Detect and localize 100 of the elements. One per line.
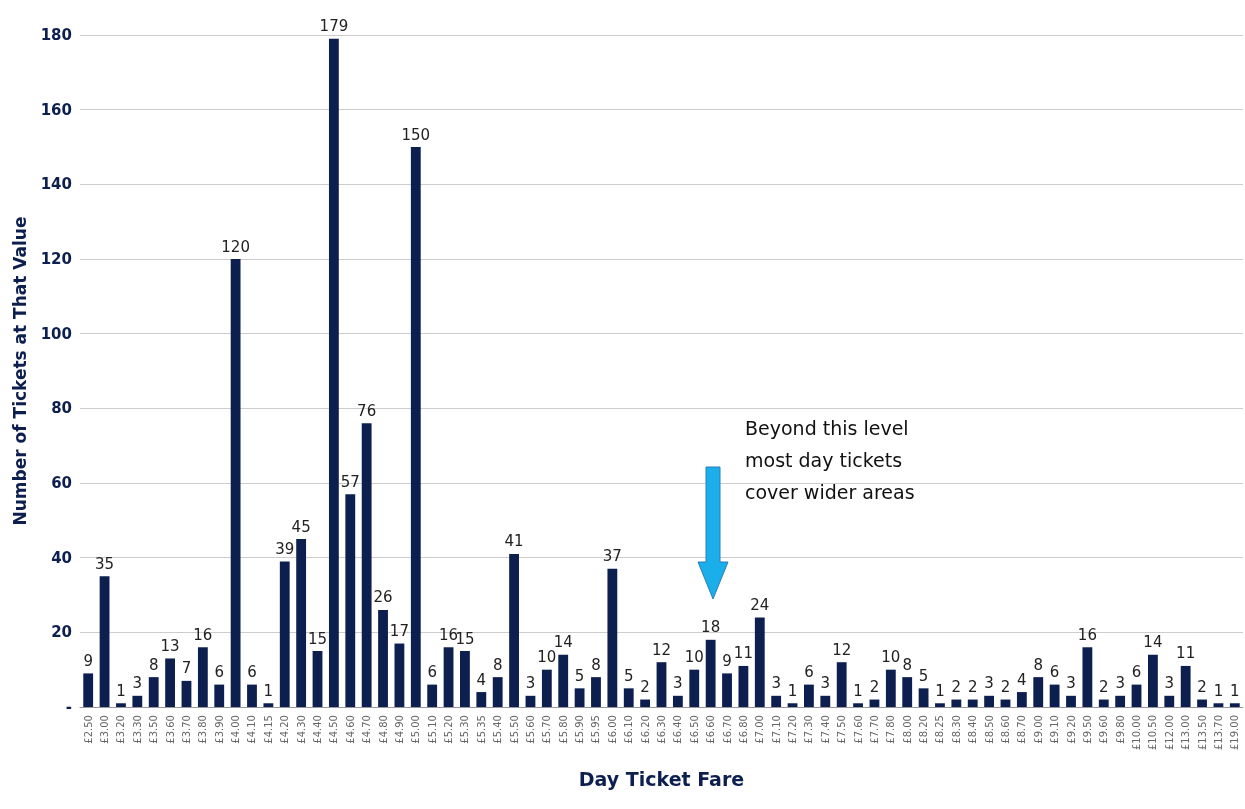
bar	[722, 673, 732, 707]
bar	[378, 609, 388, 707]
data-label: 12	[651, 640, 672, 659]
data-label: 6	[214, 663, 225, 682]
bar	[1098, 699, 1109, 707]
data-label: 5	[918, 666, 929, 685]
x-tick-label: £5.20	[443, 715, 455, 744]
data-label: 2	[951, 678, 962, 697]
data-label: 18	[701, 618, 721, 637]
bar	[1082, 647, 1093, 707]
bar	[1066, 695, 1076, 707]
x-tick-label: £10.00	[1131, 715, 1143, 750]
x-tick-label: £9.20	[1065, 715, 1077, 744]
y-tick-label: -	[65, 698, 72, 716]
data-label: 41	[504, 532, 524, 551]
x-tick-label: £13.00	[1180, 715, 1192, 750]
data-label: 1	[263, 681, 274, 700]
data-label: 16	[1077, 625, 1097, 644]
data-label: 8	[148, 655, 159, 674]
data-label: 57	[340, 472, 360, 491]
data-label: 26	[373, 588, 393, 607]
data-label: 179	[319, 17, 349, 36]
x-tick-label: £7.10	[770, 715, 782, 744]
bar	[328, 38, 339, 707]
bar	[345, 494, 356, 707]
x-tick-label: £7.80	[885, 715, 897, 744]
bar	[1164, 695, 1175, 707]
bar	[476, 692, 487, 707]
x-tick-label: £12.00	[1163, 715, 1175, 750]
bar	[197, 647, 208, 707]
x-tick-label: £5.95	[590, 715, 602, 744]
bar	[279, 561, 290, 707]
data-label: 8	[591, 655, 601, 674]
data-label: 10	[684, 648, 704, 667]
data-label: 4	[1017, 670, 1027, 689]
bar	[672, 695, 683, 707]
data-label: 3	[984, 674, 994, 693]
bar	[804, 684, 814, 707]
bar	[83, 673, 94, 707]
bar	[116, 703, 126, 707]
bar	[263, 703, 274, 707]
data-label: 8	[492, 655, 503, 674]
bar	[574, 688, 585, 707]
x-tick-label: £3.90	[213, 715, 225, 744]
data-label: 150	[401, 125, 431, 144]
x-tick-label: £9.00	[1032, 715, 1044, 744]
x-tick-label: £8.50	[983, 715, 995, 744]
data-label: 6	[247, 663, 257, 682]
data-label: 11	[733, 644, 753, 663]
x-tick-label: £5.30	[459, 715, 471, 744]
x-tick-label: £5.10	[426, 715, 438, 744]
data-label: 9	[83, 651, 93, 670]
x-tick-label: £3.50	[148, 715, 160, 744]
data-label: 2	[967, 678, 978, 697]
bar	[705, 639, 716, 707]
data-label: 35	[95, 554, 115, 573]
bar	[1131, 684, 1142, 707]
bar	[689, 669, 700, 707]
data-label: 1	[116, 681, 126, 700]
data-label: 24	[750, 595, 770, 614]
bar	[984, 695, 995, 707]
bar	[623, 688, 634, 707]
bar	[902, 677, 913, 707]
bar	[885, 669, 896, 707]
bar	[1180, 665, 1191, 707]
bar	[460, 651, 470, 707]
data-label: 8	[902, 655, 912, 674]
bar	[1115, 695, 1126, 707]
data-label: 2	[1098, 678, 1109, 697]
data-label: 3	[820, 674, 831, 693]
bar	[443, 647, 454, 707]
y-tick-label: 100	[40, 324, 72, 343]
data-label: 17	[389, 622, 409, 641]
bar	[656, 662, 667, 707]
data-label: 3	[132, 674, 143, 693]
y-tick-label: 40	[51, 548, 72, 567]
x-tick-label: £7.00	[754, 715, 766, 744]
y-tick-label: 80	[51, 399, 72, 418]
x-tick-label: £6.00	[606, 715, 618, 744]
x-tick-label: £5.35	[475, 715, 487, 744]
x-tick-label: £4.70	[361, 715, 373, 744]
bar	[771, 695, 782, 707]
x-tick-label: £5.50	[508, 715, 520, 744]
data-label: 76	[357, 401, 377, 420]
x-tick-label: £9.80	[1114, 715, 1126, 744]
x-tick-label: £5.40	[492, 715, 504, 744]
bar	[951, 699, 962, 707]
data-label: 16	[193, 625, 213, 644]
x-tick-label: £5.60	[524, 715, 536, 744]
data-label: 3	[1115, 674, 1125, 693]
data-label: 3	[1066, 674, 1076, 693]
x-tick-label: £5.00	[410, 715, 422, 744]
x-tick-label: £9.60	[1098, 715, 1110, 744]
bar	[247, 684, 257, 707]
x-tick-label: £3.60	[164, 715, 176, 744]
x-axis-title: Day Ticket Fare	[578, 767, 745, 790]
bar	[361, 423, 372, 707]
data-label: 120	[221, 237, 250, 256]
x-tick-label: £7.40	[819, 715, 831, 744]
bar	[492, 677, 503, 707]
